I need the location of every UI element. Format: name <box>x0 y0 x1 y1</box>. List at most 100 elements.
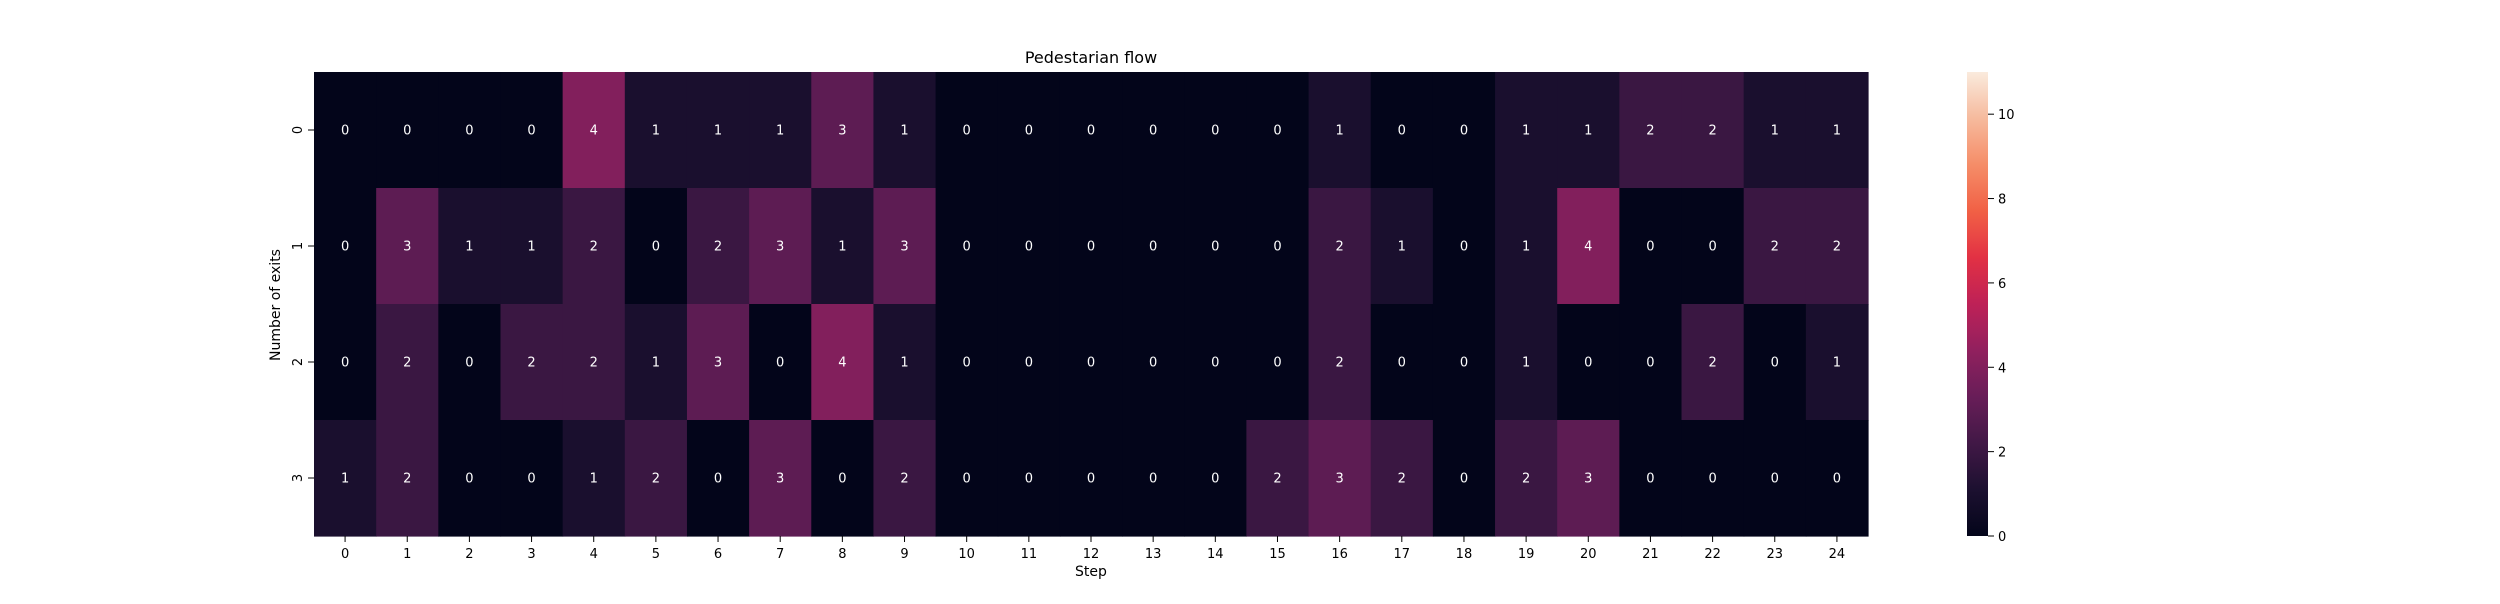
cell-annotation: 2 <box>652 472 660 487</box>
cell-annotation: 1 <box>1771 124 1779 139</box>
heatmap-cell <box>873 72 937 189</box>
x-tick-label: 24 <box>1829 547 1846 562</box>
colorbar-tick-label: 10 <box>1998 108 2015 123</box>
heatmap-cell <box>1122 188 1185 305</box>
heatmap-cell <box>1495 188 1558 305</box>
heatmap-cell <box>1495 304 1558 421</box>
cell-annotation: 1 <box>900 356 908 371</box>
heatmap-cell <box>1432 188 1496 305</box>
x-tick-label: 17 <box>1394 547 1411 562</box>
cell-annotation: 1 <box>1522 124 1530 139</box>
cell-annotation: 0 <box>1646 356 1654 371</box>
heatmap-cells <box>314 72 1869 537</box>
cell-annotation: 0 <box>1708 240 1716 255</box>
heatmap-cell <box>749 188 812 305</box>
cell-annotation: 0 <box>403 124 411 139</box>
heatmap-cell <box>314 420 377 537</box>
heatmap-cell <box>376 72 439 189</box>
cell-annotation: 3 <box>900 240 908 255</box>
heatmap-cell <box>314 304 377 421</box>
heatmap-cell <box>1122 72 1185 189</box>
colorbar-tick-label: 2 <box>1998 446 2006 461</box>
cell-annotation: 2 <box>527 356 535 371</box>
heatmap-cell <box>1743 304 1807 421</box>
cell-annotation: 1 <box>900 124 908 139</box>
cell-annotation: 1 <box>1522 240 1530 255</box>
cell-annotation: 3 <box>403 240 411 255</box>
cell-annotation: 0 <box>527 124 535 139</box>
heatmap-cell <box>1743 72 1807 189</box>
cell-annotation: 2 <box>590 356 598 371</box>
heatmap-cell <box>1308 188 1372 305</box>
heatmap-cell <box>686 304 750 421</box>
heatmap-cell <box>811 188 875 305</box>
colorbar-tick-label: 4 <box>1998 361 2006 376</box>
heatmap-cell <box>314 72 377 189</box>
cell-annotation: 0 <box>1460 472 1468 487</box>
cell-annotation: 4 <box>590 124 598 139</box>
cell-annotation: 2 <box>1335 240 1343 255</box>
heatmap-cell <box>438 188 502 305</box>
x-tick-label: 8 <box>838 547 846 562</box>
cell-annotation: 1 <box>1833 356 1841 371</box>
cell-annotation: 0 <box>1460 240 1468 255</box>
cell-annotation: 0 <box>341 240 349 255</box>
heatmap-cell <box>811 72 875 189</box>
heatmap-cell <box>1557 188 1620 305</box>
heatmap-cell <box>811 420 875 537</box>
heatmap-cell <box>1059 304 1123 421</box>
x-tick-label: 15 <box>1269 547 1286 562</box>
heatmap-cell <box>500 420 564 537</box>
heatmap-cell <box>624 72 688 189</box>
cell-annotation: 4 <box>838 356 846 371</box>
cell-annotation: 0 <box>1398 124 1406 139</box>
cell-annotation: 3 <box>776 240 784 255</box>
cell-annotation: 2 <box>403 356 411 371</box>
cell-annotation: 0 <box>1211 472 1219 487</box>
x-tick-label: 2 <box>465 547 473 562</box>
cell-annotation: 2 <box>900 472 908 487</box>
x-tick-label: 9 <box>900 547 908 562</box>
heatmap-cell <box>935 188 999 305</box>
cell-annotation: 0 <box>1087 356 1095 371</box>
x-axis-label: Step <box>1075 564 1107 580</box>
heatmap-cell <box>935 420 999 537</box>
x-tick-label: 10 <box>958 547 975 562</box>
cell-annotation: 0 <box>963 124 971 139</box>
heatmap-cell <box>1495 420 1558 537</box>
cell-annotation: 0 <box>1025 124 1033 139</box>
x-tick-label: 11 <box>1021 547 1038 562</box>
cell-annotation: 1 <box>1833 124 1841 139</box>
cell-annotation: 1 <box>1398 240 1406 255</box>
heatmap-cell <box>749 72 812 189</box>
x-tick-label: 22 <box>1704 547 1721 562</box>
heatmap-cell <box>1059 72 1123 189</box>
cell-annotation: 0 <box>465 472 473 487</box>
heatmap-cell <box>1059 420 1123 537</box>
heatmap-cell <box>500 188 564 305</box>
x-tick-label: 3 <box>527 547 535 562</box>
heatmap-cell <box>1246 420 1310 537</box>
cell-annotation: 0 <box>963 240 971 255</box>
heatmap-cell <box>1184 304 1247 421</box>
cell-annotation: 2 <box>1646 124 1654 139</box>
cell-annotation: 1 <box>590 472 598 487</box>
heatmap-cell <box>1557 420 1620 537</box>
heatmap-cell <box>1246 72 1310 189</box>
cell-annotation: 2 <box>403 472 411 487</box>
cell-annotation: 1 <box>652 124 660 139</box>
heatmap-cell <box>1432 304 1496 421</box>
cell-annotation: 0 <box>527 472 535 487</box>
cell-annotation: 1 <box>527 240 535 255</box>
heatmap-cell <box>1184 72 1247 189</box>
cell-annotation: 0 <box>1584 356 1592 371</box>
cell-annotation: 4 <box>1584 240 1592 255</box>
cell-annotation: 0 <box>1771 472 1779 487</box>
cell-annotation: 0 <box>1460 356 1468 371</box>
heatmap-cell <box>562 72 626 189</box>
cell-annotation: 0 <box>652 240 660 255</box>
heatmap-cell <box>1743 188 1807 305</box>
x-axis-ticks: 0 1 2 3 4 5 6 7 8 9 10 11 12 13 14 15 16 17 18 19 20 21 22 23 24 <box>341 536 1845 562</box>
y-axis-ticks: 0 1 2 3 <box>291 126 314 482</box>
